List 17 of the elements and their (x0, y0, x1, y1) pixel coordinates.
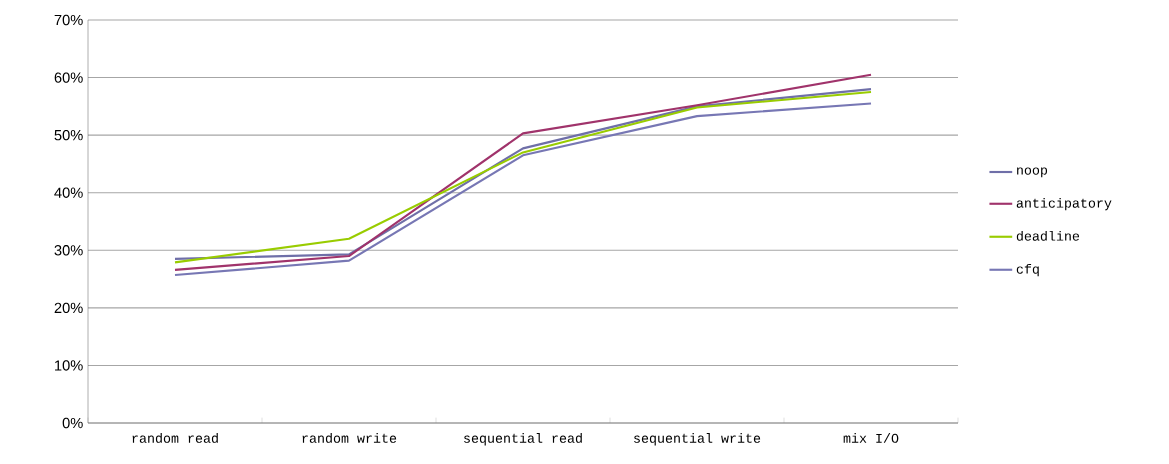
y-tick-label: 10% (55, 360, 83, 371)
y-tick-label: 60% (54, 72, 83, 83)
x-tick-label: sequential read (464, 433, 582, 446)
x-tick-label: sequential write (634, 433, 761, 446)
y-tick-label: 30% (54, 245, 83, 256)
y-tick-label: 70% (54, 14, 83, 26)
y-tick-label: 50% (54, 129, 83, 141)
legend-label: cfq (1016, 263, 1039, 277)
legend-label: deadline (1016, 230, 1080, 241)
y-tick-label: 20% (54, 302, 83, 314)
y-tick-label: 40% (54, 187, 83, 198)
x-tick-label: random write (302, 433, 397, 443)
x-tick-label: mix I/O (843, 433, 899, 443)
y-tick-label: 0% (62, 417, 83, 429)
legend-label: anticipatory (1016, 197, 1112, 211)
x-tick-label: random read (132, 433, 218, 443)
legend-label: noop (1017, 167, 1048, 178)
